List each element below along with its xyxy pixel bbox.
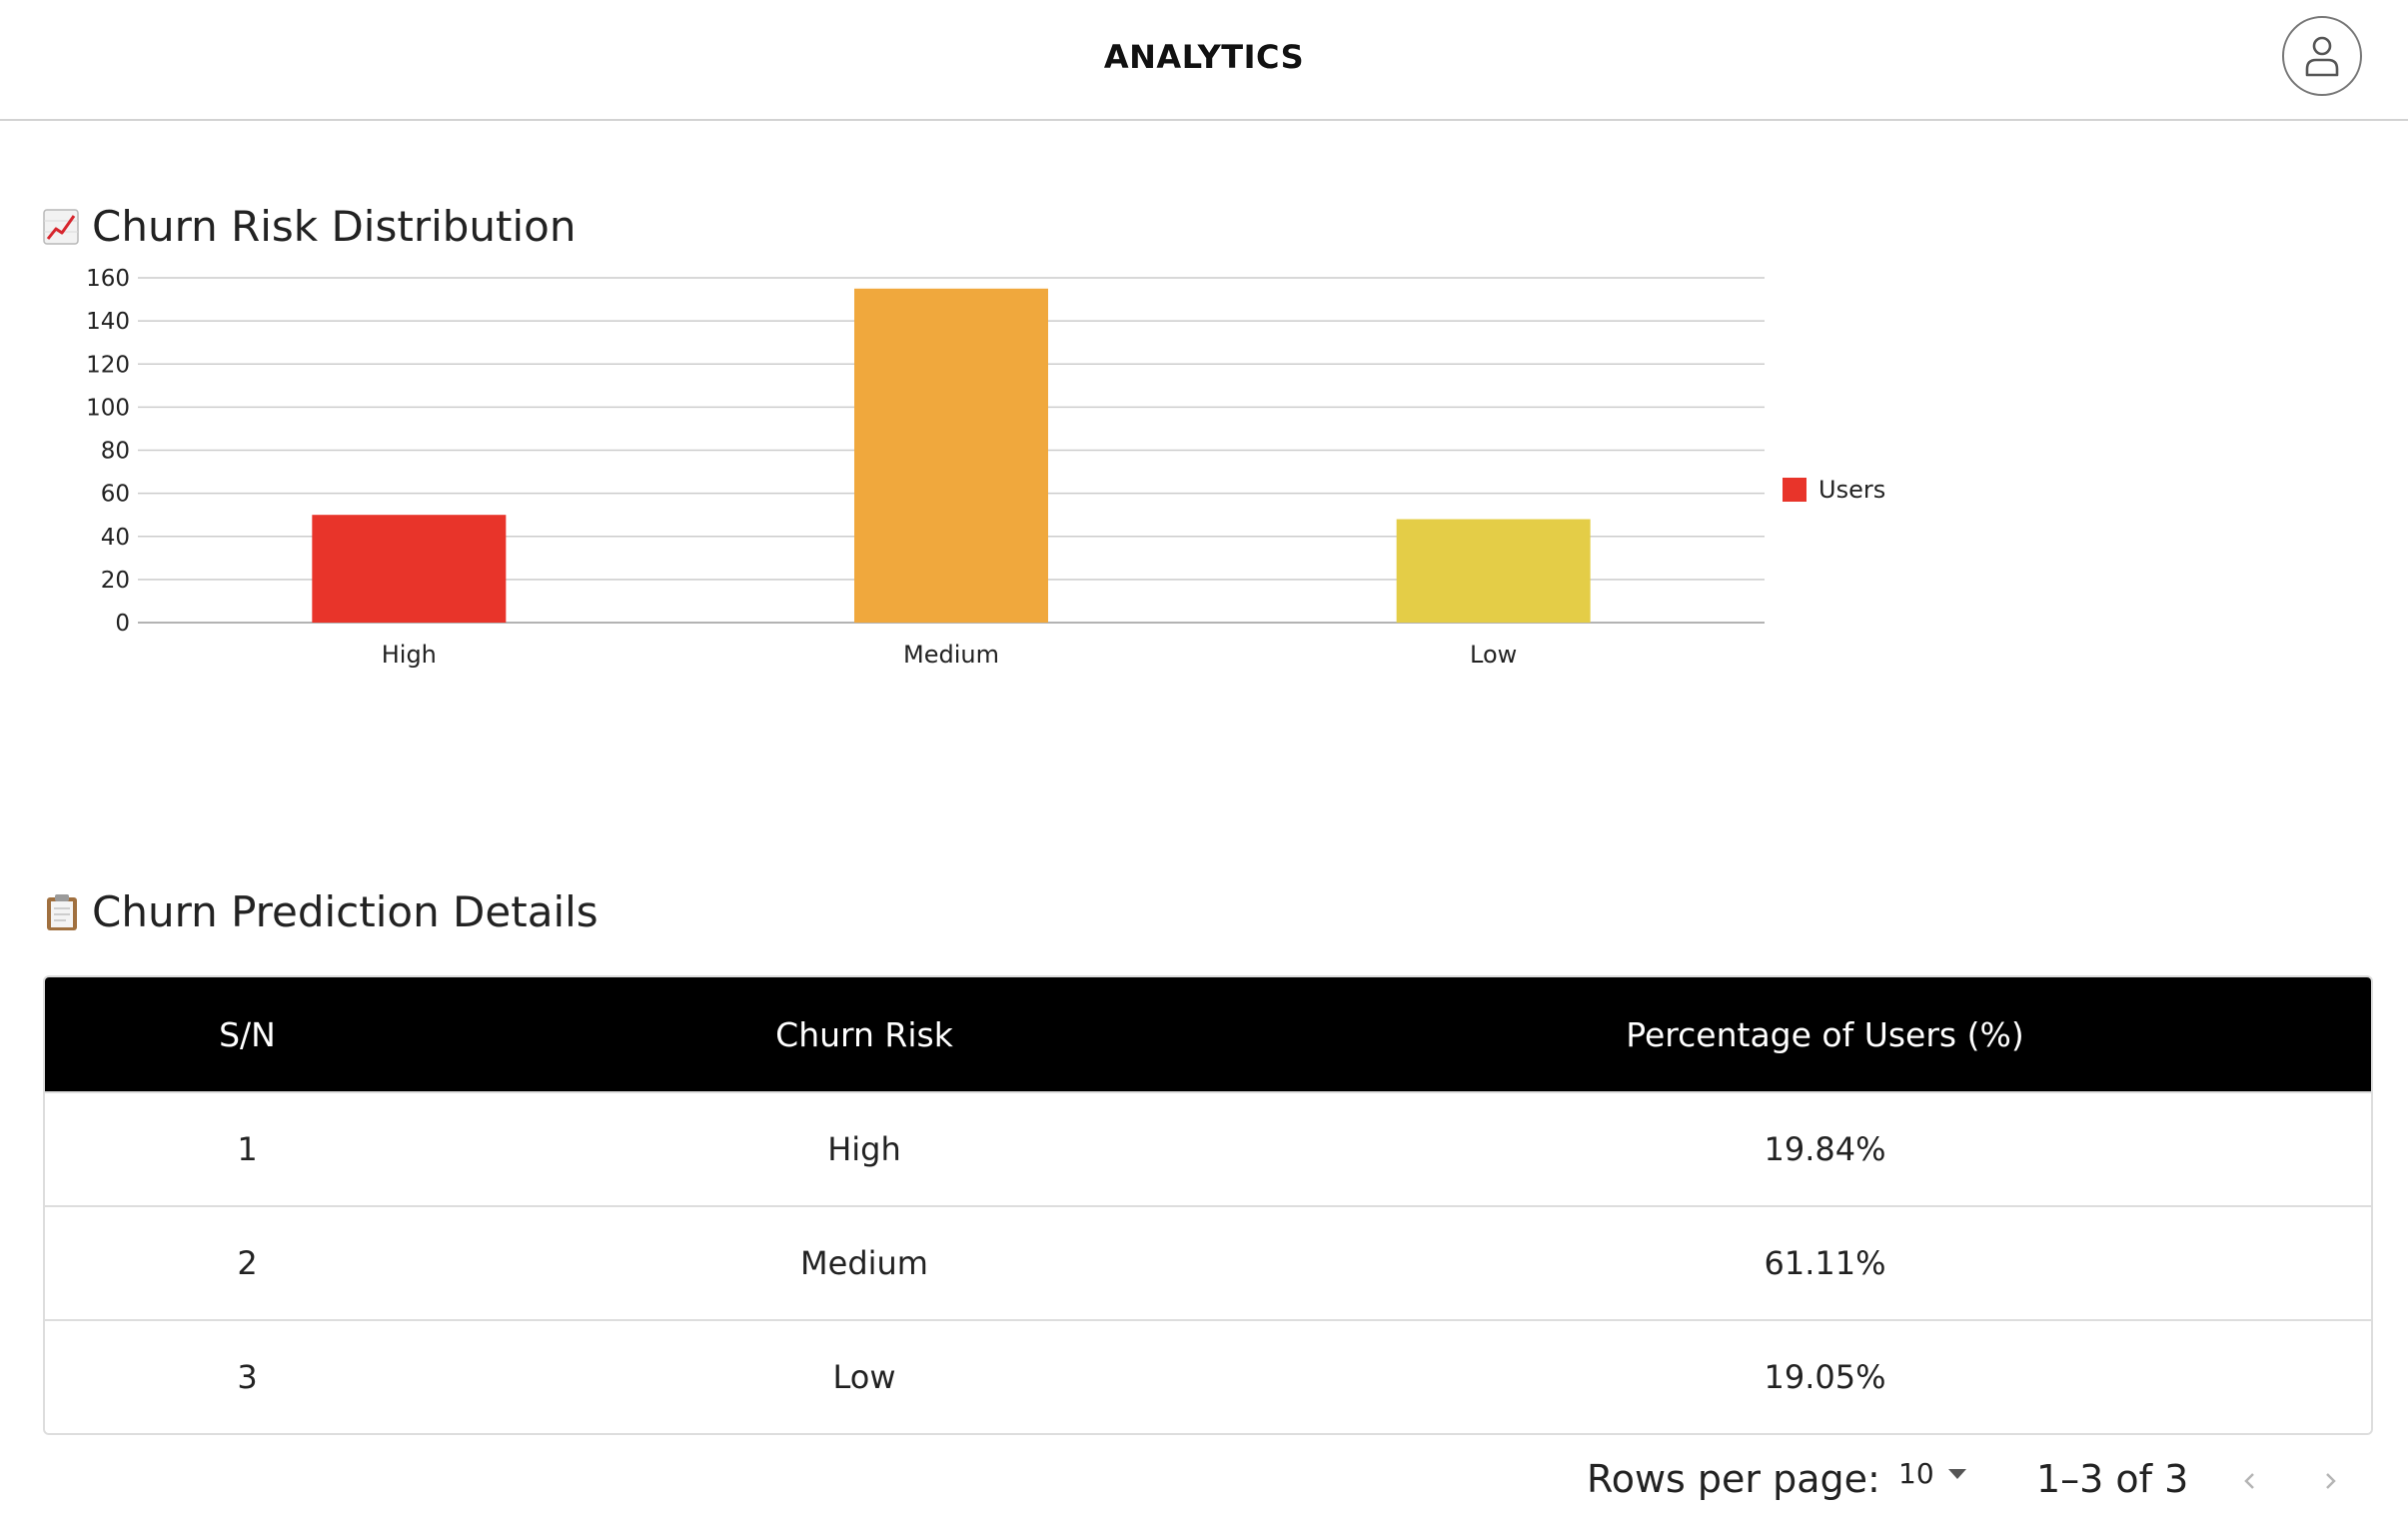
y-tick-label: 120 — [86, 352, 130, 378]
cell-percentage: 61.11% — [1764, 1244, 1886, 1282]
chart-section-title-text: Churn Risk Distribution — [92, 202, 577, 251]
chevron-left-icon — [2244, 1473, 2254, 1489]
column-header-churn-risk[interactable]: Churn Risk — [775, 1014, 953, 1054]
clipboard-icon — [42, 892, 82, 932]
y-tick-label: 80 — [101, 439, 130, 465]
y-tick-label: 20 — [101, 568, 130, 594]
x-tick-label: High — [382, 641, 437, 669]
chevron-right-icon — [2326, 1473, 2336, 1489]
y-tick-label: 60 — [101, 482, 130, 508]
y-tick-label: 140 — [86, 309, 130, 335]
y-tick-label: 40 — [101, 525, 130, 551]
chart-section-title: Churn Risk Distribution — [42, 202, 577, 251]
table-row[interactable]: 3 Low 19.05% — [45, 1319, 2371, 1433]
next-page-button[interactable] — [2308, 1459, 2352, 1503]
user-icon — [2305, 36, 2339, 77]
cell-sn: 1 — [237, 1130, 258, 1168]
profile-button[interactable] — [2282, 16, 2362, 96]
cell-churn-risk: High — [827, 1130, 901, 1168]
previous-page-button[interactable] — [2228, 1459, 2272, 1503]
caret-down-icon — [1947, 1468, 1966, 1479]
bar-medium — [854, 288, 1048, 623]
legend-label: Users — [1818, 476, 1886, 504]
y-tick-label: 100 — [86, 395, 130, 421]
column-header-percentage[interactable]: Percentage of Users (%) — [1626, 1014, 2024, 1054]
table-row[interactable]: 1 High 19.84% — [45, 1091, 2371, 1205]
rows-per-page-label: Rows per page: — [1587, 1457, 1880, 1501]
top-app-bar: ANALYTICS — [0, 0, 2408, 121]
table-pagination: Rows per page: 10 1–3 of 3 — [0, 1451, 2408, 1511]
cell-churn-risk: Low — [832, 1358, 896, 1396]
rows-per-page-value: 10 — [1898, 1457, 1934, 1490]
table-row[interactable]: 2 Medium 61.11% — [45, 1205, 2371, 1319]
chart-increasing-icon — [42, 207, 82, 247]
cell-sn: 3 — [237, 1358, 258, 1396]
x-tick-label: Medium — [903, 641, 999, 669]
bar-low — [1396, 519, 1591, 623]
page-title: ANALYTICS — [1103, 38, 1305, 76]
bar-chart-svg: 0 20 40 60 80 100 120 140 160 High Medium Low — [86, 266, 1765, 669]
cell-churn-risk: Medium — [800, 1244, 928, 1282]
chart-legend: Users — [1783, 476, 1885, 504]
cell-percentage: 19.05% — [1764, 1358, 1886, 1396]
y-tick-label: 160 — [86, 266, 130, 292]
legend-swatch — [1783, 478, 1806, 502]
table-section-title-text: Churn Prediction Details — [92, 887, 599, 936]
cell-sn: 2 — [237, 1244, 258, 1282]
y-tick-label: 0 — [115, 611, 130, 637]
bar-high — [312, 515, 507, 623]
pagination-range: 1–3 of 3 — [2036, 1457, 2189, 1501]
churn-risk-bar-chart: 0 20 40 60 80 100 120 140 160 High Medium Low — [0, 250, 1918, 690]
column-header-sn[interactable]: S/N — [219, 1014, 276, 1054]
churn-prediction-table: S/N Churn Risk Percentage of Users (%) 1… — [43, 975, 2373, 1435]
table-header-row: S/N Churn Risk Percentage of Users (%) — [45, 977, 2371, 1091]
cell-percentage: 19.84% — [1764, 1130, 1886, 1168]
rows-per-page-select[interactable]: 10 — [1898, 1457, 1966, 1490]
table-section-title: Churn Prediction Details — [42, 887, 599, 936]
x-tick-label: Low — [1470, 641, 1517, 669]
